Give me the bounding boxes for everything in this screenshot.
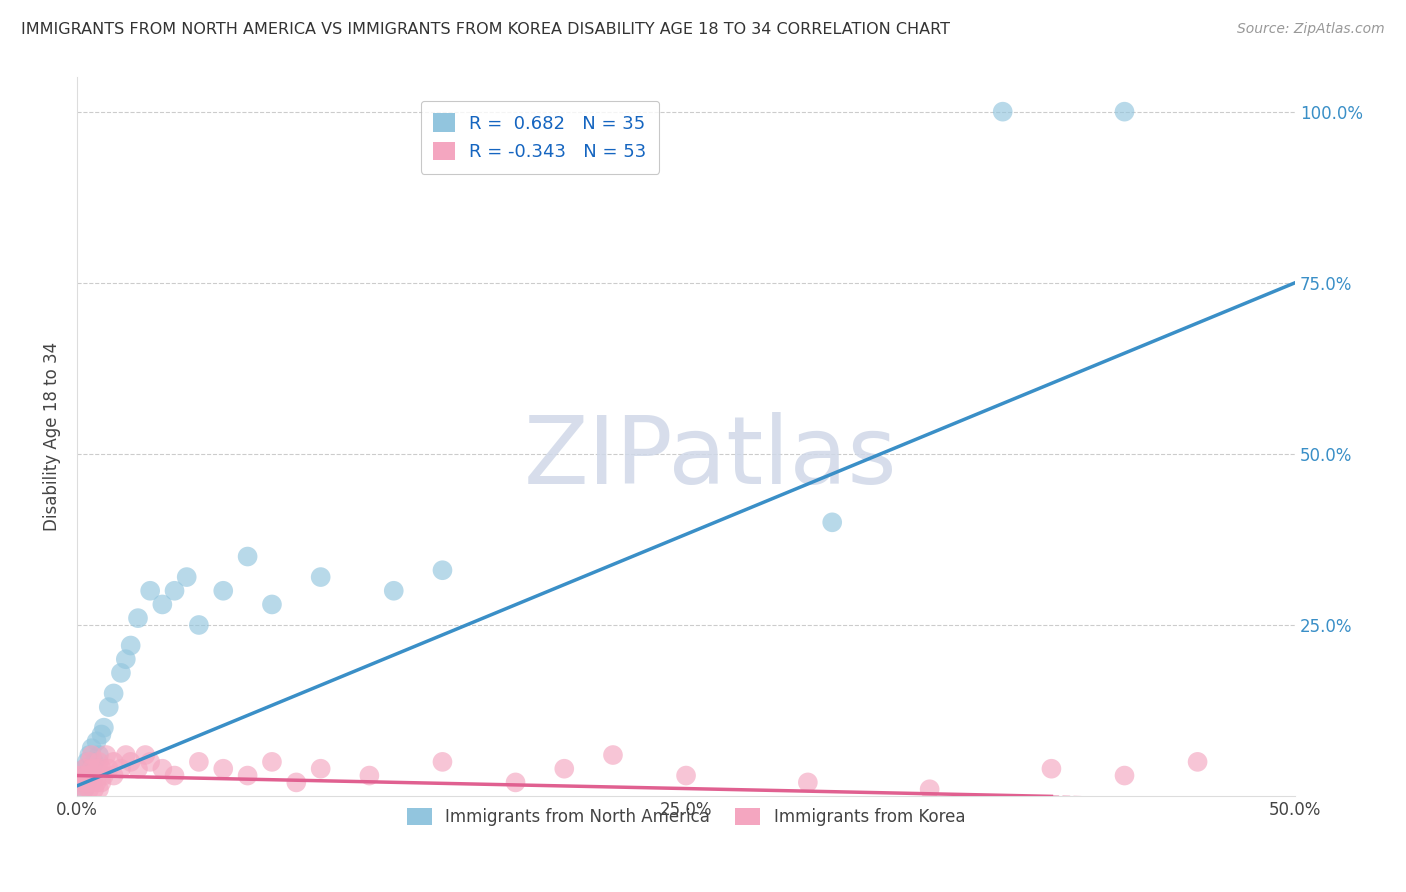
Text: IMMIGRANTS FROM NORTH AMERICA VS IMMIGRANTS FROM KOREA DISABILITY AGE 18 TO 34 C: IMMIGRANTS FROM NORTH AMERICA VS IMMIGRA…	[21, 22, 950, 37]
Point	[97, 700, 120, 714]
Point	[80, 741, 103, 756]
Point	[309, 570, 332, 584]
Point	[163, 583, 186, 598]
Point	[70, 779, 93, 793]
Point	[97, 762, 120, 776]
Point	[83, 768, 105, 782]
Text: Source: ZipAtlas.com: Source: ZipAtlas.com	[1237, 22, 1385, 37]
Point	[86, 775, 108, 789]
Point	[212, 583, 235, 598]
Point	[120, 639, 142, 653]
Point	[77, 768, 100, 782]
Point	[127, 611, 149, 625]
Text: ZIPatlas: ZIPatlas	[523, 412, 897, 504]
Point	[260, 598, 283, 612]
Point	[1040, 762, 1063, 776]
Point	[70, 768, 93, 782]
Point	[76, 768, 98, 782]
Point	[382, 583, 405, 598]
Point	[432, 755, 454, 769]
Point	[80, 762, 103, 776]
Point	[86, 762, 108, 776]
Point	[260, 755, 283, 769]
Point	[1114, 768, 1136, 782]
Point	[73, 782, 96, 797]
Point	[69, 772, 91, 786]
Point	[77, 782, 100, 797]
Point	[80, 762, 103, 776]
Point	[93, 768, 115, 782]
Point	[77, 768, 100, 782]
Point	[139, 755, 162, 769]
Point	[1187, 755, 1209, 769]
Point	[187, 618, 209, 632]
Point	[127, 762, 149, 776]
Point	[236, 549, 259, 564]
Point	[134, 747, 156, 762]
Point	[77, 747, 100, 762]
Point	[505, 775, 527, 789]
Legend: Immigrants from North America, Immigrants from Korea: Immigrants from North America, Immigrant…	[399, 799, 973, 835]
Point	[918, 782, 941, 797]
Point	[96, 747, 118, 762]
Point	[150, 762, 173, 776]
Point	[675, 768, 697, 782]
Y-axis label: Disability Age 18 to 34: Disability Age 18 to 34	[44, 343, 60, 532]
Point	[1114, 104, 1136, 119]
Point	[114, 747, 136, 762]
Point	[236, 768, 259, 782]
Point	[359, 768, 381, 782]
Point	[90, 762, 112, 776]
Point	[212, 762, 235, 776]
Point	[103, 755, 125, 769]
Point	[150, 598, 173, 612]
Point	[87, 747, 110, 762]
Point	[821, 516, 844, 530]
Point	[114, 652, 136, 666]
Point	[285, 775, 308, 789]
Point	[553, 762, 575, 776]
Point	[139, 583, 162, 598]
Point	[73, 762, 96, 776]
Point	[176, 570, 198, 584]
Point	[83, 782, 105, 797]
Point	[80, 775, 103, 789]
Point	[83, 755, 105, 769]
Point	[77, 755, 100, 769]
Point	[602, 747, 624, 762]
Point	[93, 721, 115, 735]
Point	[87, 755, 110, 769]
Point	[90, 775, 112, 789]
Point	[110, 762, 132, 776]
Point	[76, 775, 98, 789]
Point	[120, 755, 142, 769]
Point	[70, 768, 93, 782]
Point	[797, 775, 820, 789]
Point	[69, 775, 91, 789]
Point	[103, 686, 125, 700]
Point	[90, 727, 112, 741]
Point	[309, 762, 332, 776]
Point	[87, 782, 110, 797]
Point	[110, 665, 132, 680]
Point	[163, 768, 186, 782]
Point	[76, 755, 98, 769]
Point	[103, 768, 125, 782]
Point	[80, 747, 103, 762]
Point	[187, 755, 209, 769]
Point	[991, 104, 1014, 119]
Point	[86, 734, 108, 748]
Point	[73, 775, 96, 789]
Point	[69, 768, 91, 782]
Point	[73, 782, 96, 797]
Point	[73, 762, 96, 776]
Point	[76, 775, 98, 789]
Point	[432, 563, 454, 577]
